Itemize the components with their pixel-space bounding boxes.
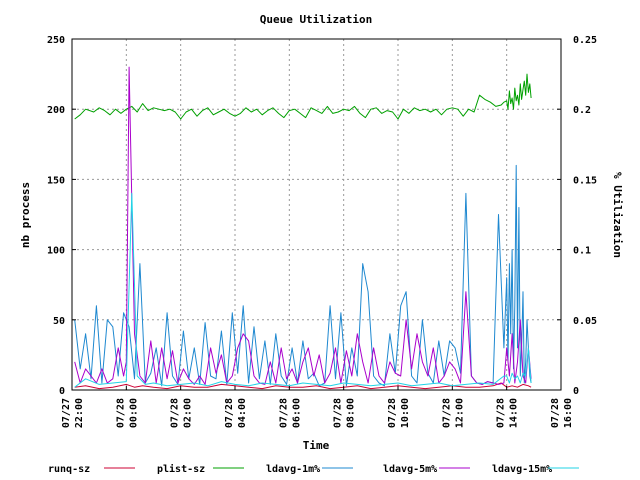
series-line-ldavg-1m- [74, 164, 532, 387]
x-tick-date: 07/27 [61, 398, 72, 428]
y-tick-label: 250 [47, 35, 65, 46]
y-tick-label: 200 [47, 105, 65, 116]
x-tick-date: 07/28 [224, 398, 235, 428]
x-tick-date: 07/28 [441, 398, 452, 428]
y-tick-label: 100 [47, 246, 65, 257]
x-axis-ticks: 07/27 22:00 07/28 00:00 07/28 02:00 07/28 04:00… [61, 386, 574, 428]
chart-title: Queue Utilization [260, 13, 373, 26]
legend-label: plist-sz [157, 463, 205, 475]
legend: runq-sz plist-sz ldavg-1m% ldavg-5m% ldavg-1… [48, 463, 579, 475]
y2-tick-label: 0.2 [573, 105, 591, 116]
y2-tick-label: 0.25 [573, 35, 597, 46]
x-tick-time: 04:00 [237, 398, 248, 428]
y2-axis-label: % Utilization [611, 172, 624, 258]
y2-tick-label: 0.15 [573, 175, 597, 186]
x-tick-date: 07/28 [550, 398, 561, 428]
series-line-plist-sz [74, 73, 532, 120]
x-tick-date: 07/28 [333, 398, 344, 428]
plot-frame [71, 38, 562, 391]
y-axis-label: nb process [19, 182, 32, 248]
x-tick-time: 16:00 [563, 398, 574, 428]
x-tick-date: 07/28 [170, 398, 181, 428]
x-tick-time: 08:00 [346, 398, 357, 428]
y2-tick-label: 0 [573, 386, 579, 397]
x-axis-label: Time [303, 439, 330, 452]
x-tick-time: 10:00 [400, 398, 411, 428]
series-line-ldavg-15m- [74, 192, 532, 388]
y2-tick-label: 0.05 [573, 316, 597, 327]
legend-label: ldavg-1m% [266, 464, 320, 475]
x-tick-time: 12:00 [454, 398, 465, 428]
x-tick-time: 06:00 [291, 398, 302, 428]
x-tick-date: 07/28 [115, 398, 126, 428]
y-tick-label: 0 [59, 386, 65, 397]
x-tick-time: 02:00 [183, 398, 194, 428]
legend-label: ldavg-5m% [383, 464, 437, 475]
series-lines [74, 66, 532, 390]
x-tick-date: 07/28 [278, 398, 289, 428]
legend-label: runq-sz [48, 464, 90, 475]
x-tick-time: 14:00 [509, 398, 520, 428]
legend-label: ldavg-15m% [492, 464, 552, 475]
x-tick-date: 07/28 [387, 398, 398, 428]
right-axis-ticks: 0 0.05 0.1 0.15 0.2 0.25 [557, 35, 597, 397]
y2-tick-label: 0.1 [573, 246, 591, 257]
x-tick-time: 00:00 [128, 398, 139, 428]
y-tick-label: 150 [47, 175, 65, 186]
x-tick-date: 07/28 [496, 398, 507, 428]
grid-lines [72, 39, 561, 390]
left-axis-ticks: 0 50 100 150 200 250 [47, 35, 76, 397]
y-tick-label: 50 [53, 316, 65, 327]
x-tick-time: 22:00 [74, 398, 85, 428]
